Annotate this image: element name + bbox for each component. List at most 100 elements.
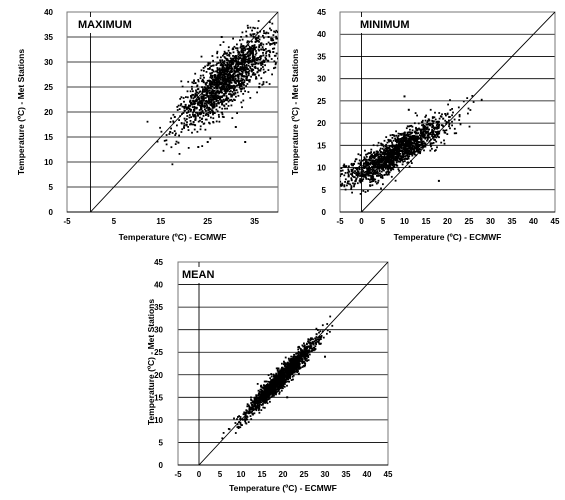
data-point [359,178,361,180]
data-point [394,138,396,140]
data-point [200,128,202,130]
data-point [260,64,262,66]
data-point [455,132,457,134]
data-point [190,120,192,122]
data-point [231,117,233,119]
data-point [208,80,210,82]
data-point [410,144,412,146]
data-point [258,46,260,48]
data-point [448,120,450,122]
data-point [191,104,193,106]
data-point [377,182,379,184]
data-point [199,102,201,104]
data-point [239,63,241,65]
data-point [382,148,384,150]
data-point [427,126,429,128]
data-point [247,52,249,54]
data-point [390,134,392,136]
data-point [254,27,256,29]
data-point [430,139,432,141]
y-tick-label: 5 [49,183,54,192]
data-point [425,115,427,117]
data-point [249,46,251,48]
data-point [436,121,438,123]
data-point [444,113,446,115]
data-point [263,37,265,39]
data-point [255,41,257,43]
data-point [270,373,272,375]
data-point [161,131,163,133]
data-point [212,105,214,107]
data-point [384,165,386,167]
data-point [460,124,462,126]
data-point [246,74,248,76]
data-point [392,160,394,162]
data-point [251,64,253,66]
data-point [377,167,379,169]
data-point [210,85,212,87]
data-point [365,165,367,167]
data-point [254,403,256,405]
data-point [263,391,265,393]
data-point [186,107,188,109]
data-point [216,121,218,123]
data-point [195,117,197,119]
data-point [225,53,227,55]
data-point [179,108,181,110]
data-point [232,48,234,50]
data-point [226,89,228,91]
data-point [236,63,238,65]
data-point [378,153,380,155]
data-point [269,28,271,30]
data-point [326,333,328,335]
data-point [407,125,409,127]
data-point [183,97,185,99]
data-point [429,150,431,152]
data-point [186,124,188,126]
data-point [217,72,219,74]
data-point [386,149,388,151]
data-point [286,374,288,376]
data-point [263,55,265,57]
data-point [396,142,398,144]
data-point [468,108,470,110]
data-point [348,173,350,175]
data-point [190,116,192,118]
data-point [389,155,391,157]
data-point [314,349,316,351]
data-point [246,42,248,44]
data-point [433,134,435,136]
data-point [263,69,265,71]
data-point [423,150,425,152]
x-tick-label: 35 [342,470,351,479]
data-point [426,124,428,126]
data-point [380,188,382,190]
data-point [240,90,242,92]
data-point [225,57,227,59]
data-point [374,167,376,169]
data-point [377,151,379,153]
data-point [265,71,267,73]
data-point [254,63,256,65]
data-point [244,412,246,414]
data-point [329,316,331,318]
data-point [282,374,284,376]
data-point [249,79,251,81]
data-point [276,386,278,388]
data-point [402,151,404,153]
data-point [224,64,226,66]
data-point [434,112,436,114]
data-point [205,90,207,92]
data-point [250,54,252,56]
data-point [359,160,361,162]
data-point [241,106,243,108]
data-point [233,418,235,420]
data-point [255,54,257,56]
data-point [237,92,239,94]
data-point [257,383,259,385]
data-point [251,41,253,43]
data-point [433,120,435,122]
y-tick-label: 35 [44,33,53,42]
data-point [263,49,265,51]
